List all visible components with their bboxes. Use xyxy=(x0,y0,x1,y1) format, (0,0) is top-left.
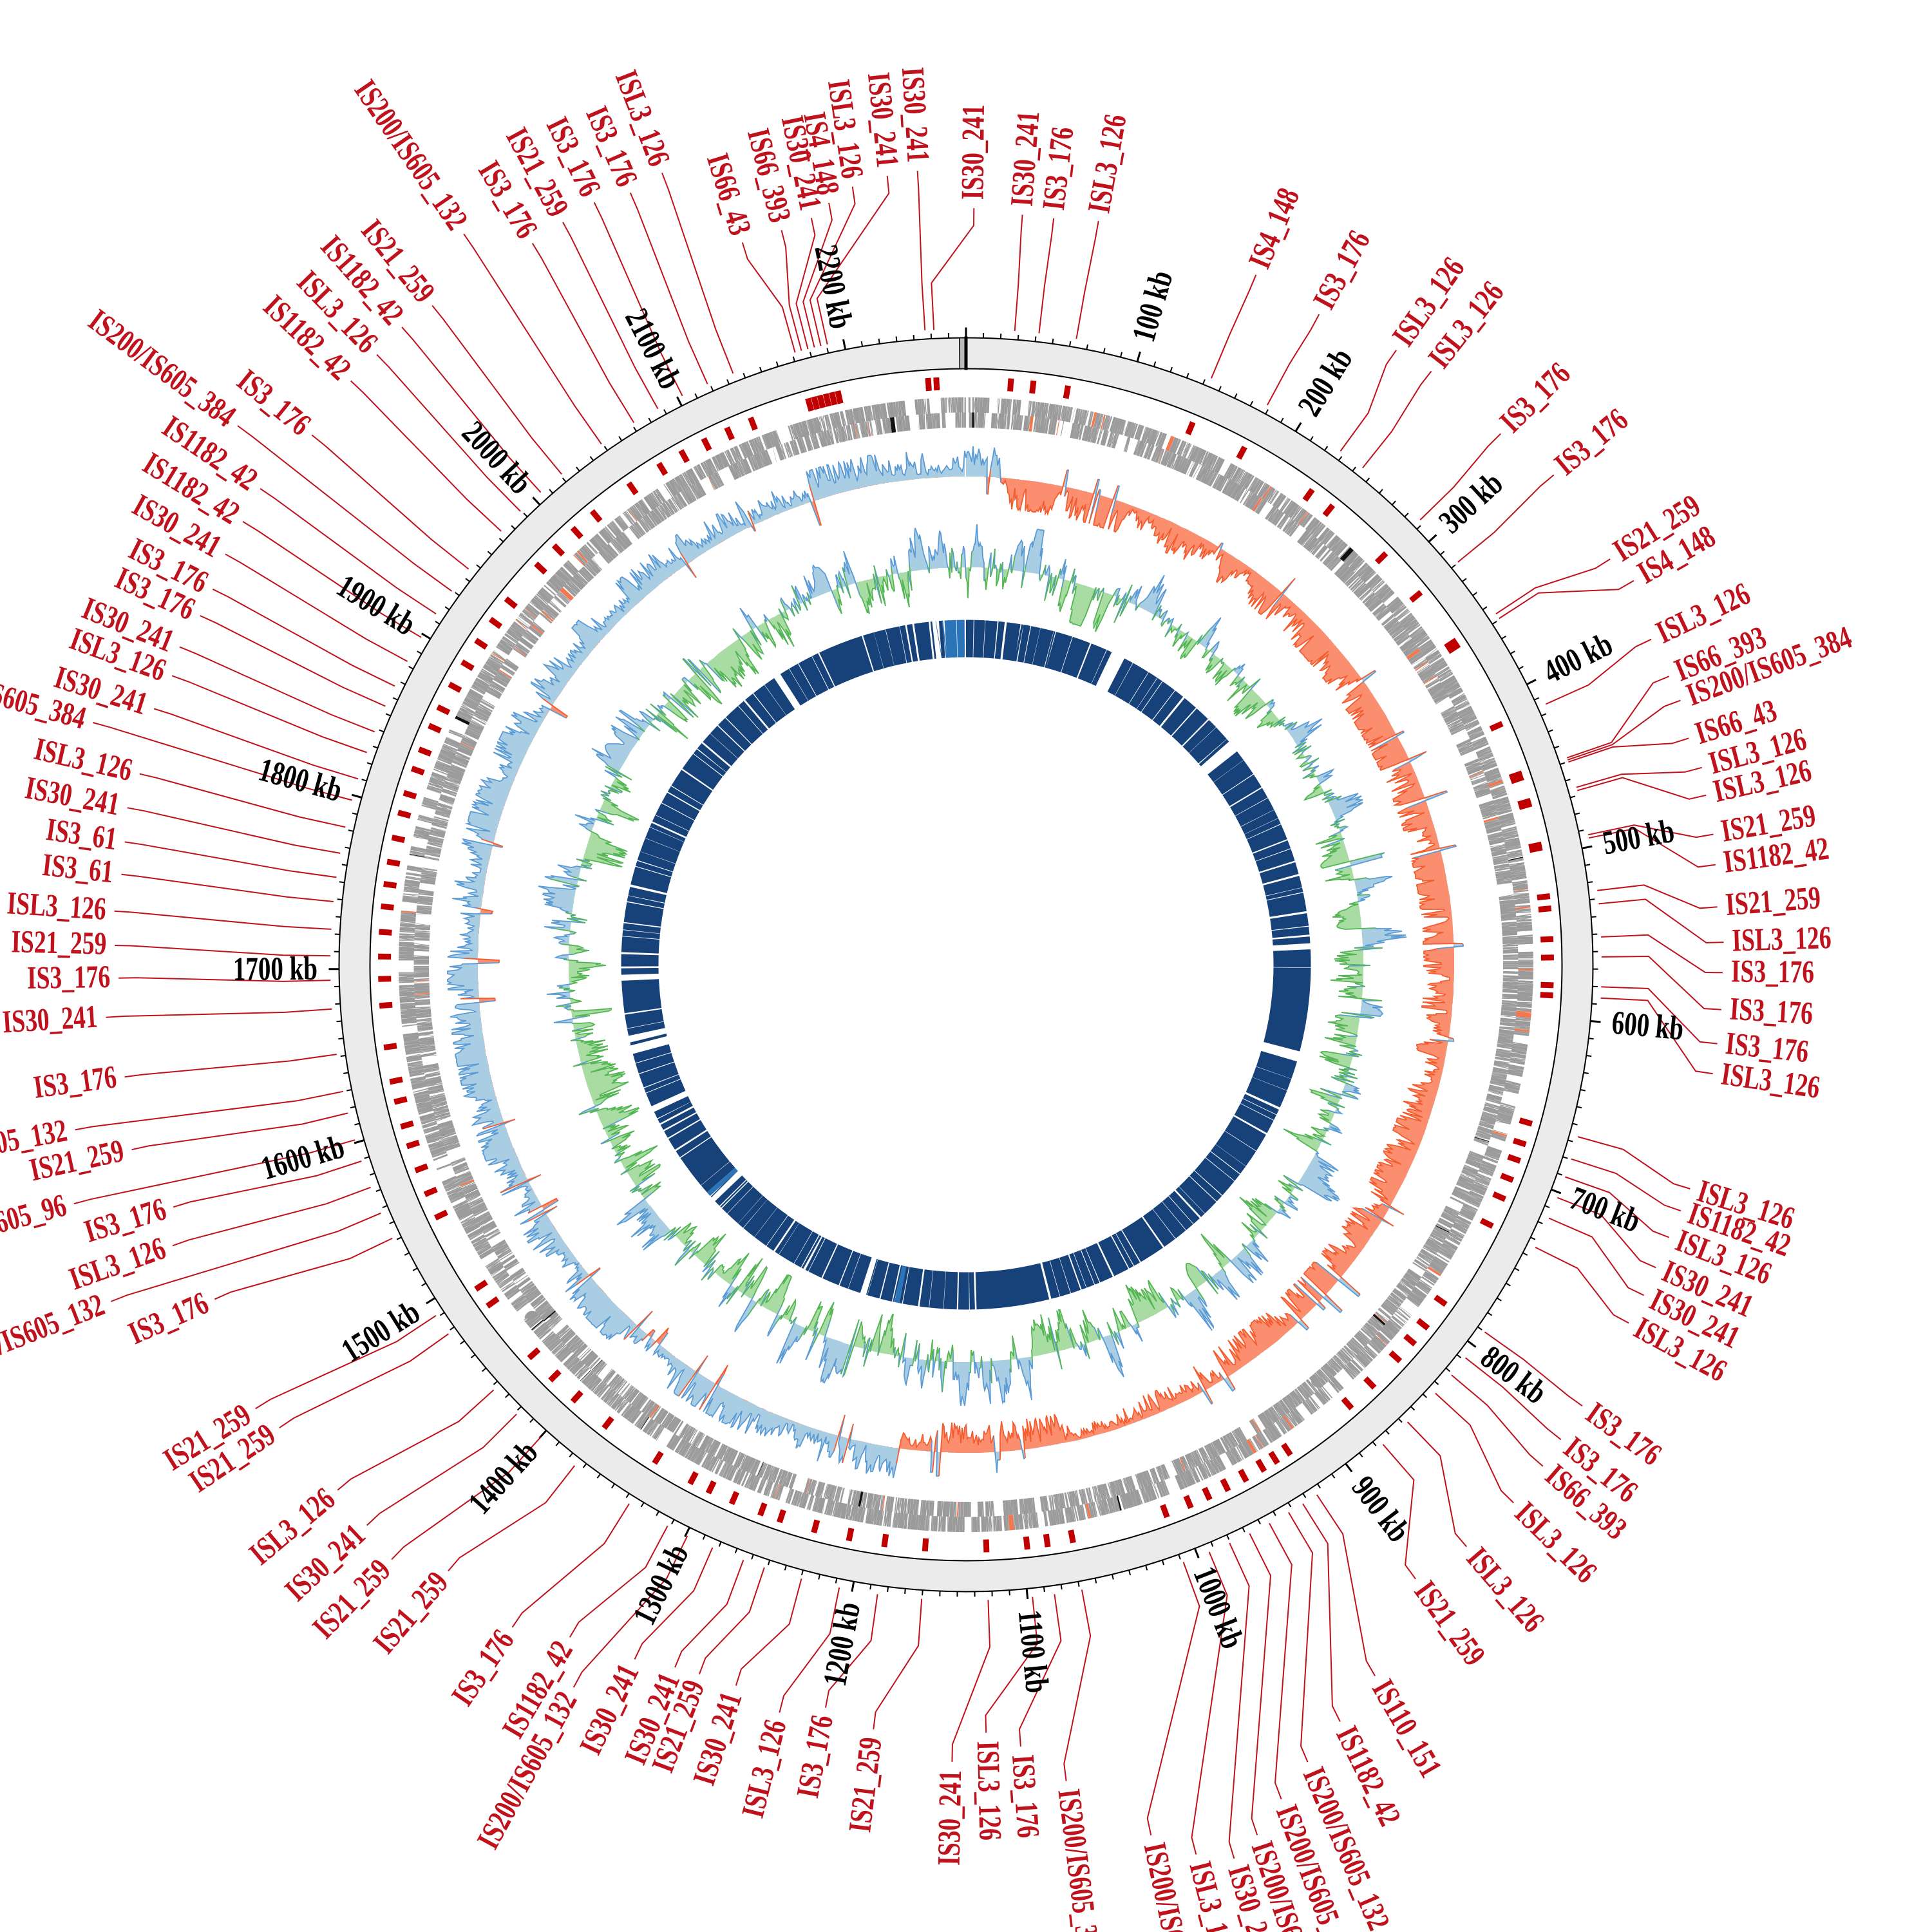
svg-text:IS3_176: IS3_176 xyxy=(1724,1025,1810,1070)
svg-text:IS3_176: IS3_176 xyxy=(27,959,111,996)
svg-text:IS30_241: IS30_241 xyxy=(954,104,991,200)
svg-text:IS3_176: IS3_176 xyxy=(1731,953,1815,990)
svg-text:600 kb: 600 kb xyxy=(1610,1003,1685,1047)
svg-text:IS30_241: IS30_241 xyxy=(1,998,99,1039)
svg-text:IS3_176: IS3_176 xyxy=(1005,1754,1046,1839)
svg-text:ISL3_126: ISL3_126 xyxy=(970,1741,1008,1841)
svg-text:IS30_241: IS30_241 xyxy=(1003,110,1046,208)
svg-text:IS30_241: IS30_241 xyxy=(895,66,936,164)
svg-text:IS21_259: IS21_259 xyxy=(1724,880,1822,923)
svg-text:1100 kb: 1100 kb xyxy=(1011,1608,1056,1694)
svg-text:IS30_241: IS30_241 xyxy=(931,1770,968,1866)
svg-text:ISL3_126: ISL3_126 xyxy=(1732,920,1832,958)
svg-text:ISL3_126: ISL3_126 xyxy=(6,885,107,927)
svg-text:1700 kb: 1700 kb xyxy=(233,950,318,988)
svg-text:IS21_259: IS21_259 xyxy=(11,923,107,961)
svg-text:IS3_176: IS3_176 xyxy=(1728,990,1814,1031)
svg-text:IS3_61: IS3_61 xyxy=(41,847,115,890)
